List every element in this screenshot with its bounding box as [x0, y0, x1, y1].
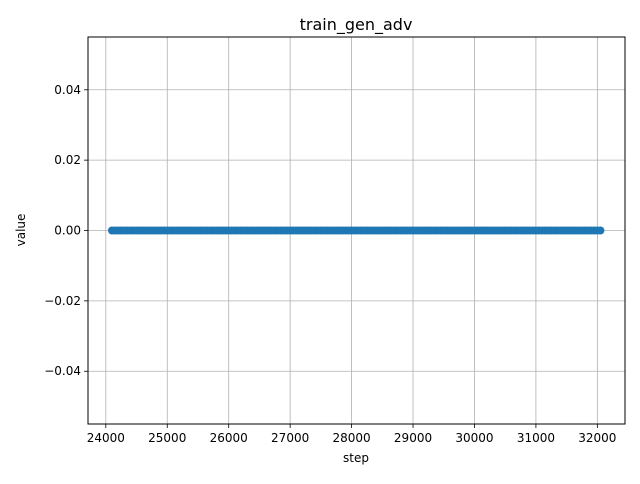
ticks-layer: 24000 25000 26000 27000 28000 29000 30000 31000…: [44, 83, 616, 445]
y-axis-label: value: [14, 214, 28, 247]
points-layer: [107, 226, 605, 235]
y-tick-label: −0.02: [44, 294, 81, 308]
x-tick-label: 30000: [455, 431, 493, 445]
x-tick-label: 27000: [271, 431, 309, 445]
x-tick-label: 24000: [87, 431, 125, 445]
x-tick-label: 26000: [210, 431, 248, 445]
x-tick-label: 32000: [578, 431, 616, 445]
y-tick-label: 0.02: [54, 153, 81, 167]
y-tick-label: 0.04: [54, 83, 81, 97]
data-point: [596, 226, 605, 235]
x-tick-label: 25000: [148, 431, 186, 445]
x-tick-label: 29000: [394, 431, 432, 445]
chart-title: train_gen_adv: [300, 15, 413, 35]
x-tick-label: 31000: [517, 431, 555, 445]
x-tick-label: 28000: [332, 431, 370, 445]
y-tick-label: −0.04: [44, 364, 81, 378]
y-tick-label: 0.00: [54, 224, 81, 238]
x-axis-label: step: [343, 451, 369, 465]
